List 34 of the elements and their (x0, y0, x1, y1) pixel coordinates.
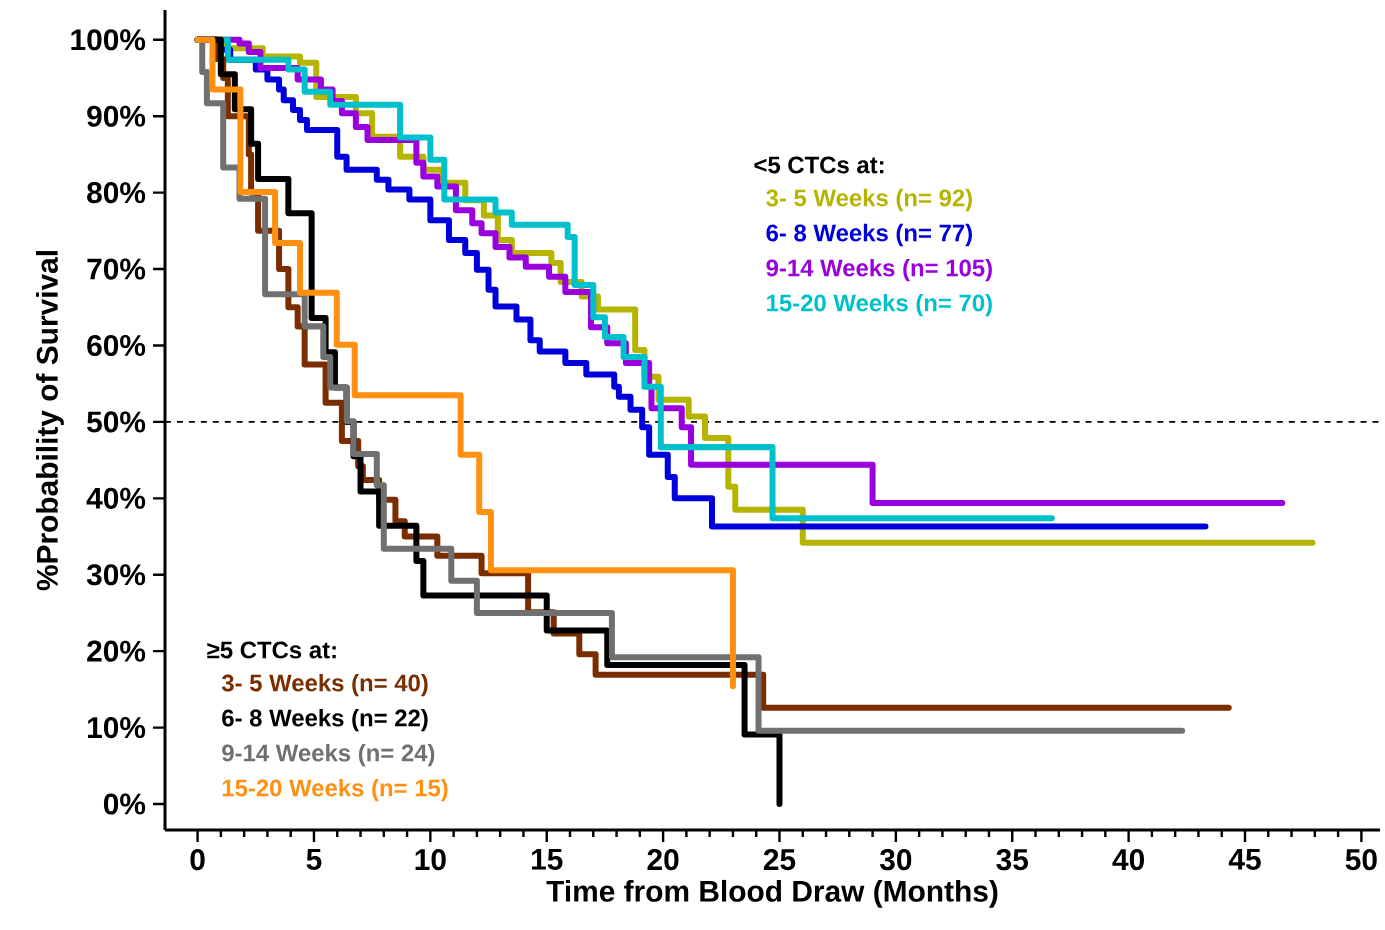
x-axis-title: Time from Blood Draw (Months) (546, 879, 998, 908)
x-tick-label: 20 (647, 849, 679, 871)
annotation: <5 CTCs at: (754, 156, 884, 174)
x-tick-label: 25 (763, 849, 796, 871)
x-tick-label: 0 (190, 849, 205, 871)
x-tick-label: 40 (1112, 849, 1144, 871)
y-tick-label: 100% (71, 29, 146, 51)
y-tick-label: 20% (87, 640, 146, 662)
x-tick-label: 50 (1345, 849, 1377, 871)
text: 9-14 Weeks (n= 105) (766, 258, 992, 282)
text: 3- 5 Weeks (n= 92) (766, 188, 972, 212)
text: 3- 5 Weeks (n= 40) (221, 673, 428, 697)
y-axis-title: %Probability of Survival (35, 251, 64, 591)
text: 15-20 Weeks (n= 15) (222, 778, 448, 802)
y-tick-label: 90% (87, 105, 146, 127)
y-tick-label: 70% (87, 258, 146, 280)
y-tick-label: 80% (87, 182, 146, 204)
x-tick-label: 10 (415, 849, 446, 871)
y-tick-label: 0% (103, 793, 146, 815)
y-tick-label: 50% (87, 411, 146, 433)
text: 6- 8 Weeks (n= 77) (766, 223, 972, 247)
x-tick-label: 15 (531, 849, 563, 870)
annotation: ≥5 CTCs at: (207, 641, 336, 659)
text: 6- 8 Weeks (n= 22) (222, 708, 428, 732)
x-tick-label: 45 (1228, 849, 1261, 870)
y-tick-label: 30% (86, 564, 146, 586)
y-tick-label: 40% (86, 487, 146, 509)
x-tick-label: 30 (879, 849, 912, 871)
text: 15-20 Weeks (n= 70) (767, 293, 992, 317)
x-tick-label: 5 (306, 849, 322, 870)
y-tick-label: 10% (88, 717, 146, 739)
y-tick-label: 60% (87, 334, 146, 357)
x-tick-label: 35 (996, 849, 1029, 871)
text: 9-14 Weeks (n= 24) (222, 743, 435, 767)
